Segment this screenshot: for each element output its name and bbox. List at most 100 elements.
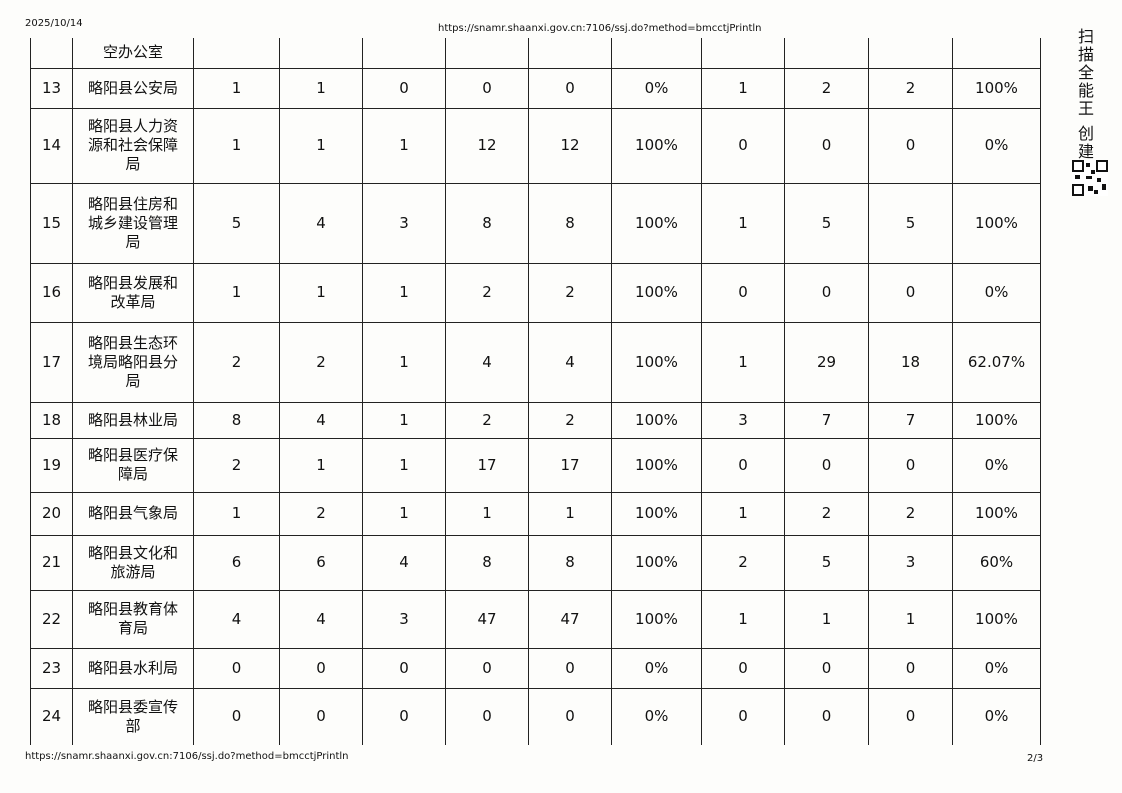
table-row: 19 略阳县医疗保障局 2 1 1 17 17 100% 0 0 0 0% (30, 437, 1041, 493)
table-cell: 0 (701, 687, 785, 745)
footer-url: https://snamr.shaanxi.gov.cn:7106/ssj.do… (25, 751, 349, 762)
table-cell (445, 38, 529, 69)
table-cell: 4 (445, 321, 529, 403)
table-cell: 0 (701, 647, 785, 689)
table-cell: 18 (868, 321, 953, 403)
table-cell: 13 (30, 67, 73, 109)
table-row: 18 略阳县林业局 8 4 1 2 2 100% 3 7 7 100% (30, 401, 1041, 439)
table-cell: 8 (445, 534, 529, 591)
table-cell (868, 38, 953, 69)
table-cell: 100% (611, 262, 702, 323)
table-row: 15 略阳县住房和城乡建设管理局 5 4 3 8 8 100% 1 5 5 100% (30, 182, 1041, 264)
table-cell: 100% (952, 182, 1041, 264)
table-row: 空办公室 (30, 38, 1041, 69)
table-cell: 0 (362, 647, 446, 689)
unit-name: 略阳县医疗保障局 (72, 437, 194, 493)
table-cell: 100% (952, 401, 1041, 439)
table-cell: 0% (611, 687, 702, 745)
unit-name: 略阳县生态环境局略阳县分局 (72, 321, 194, 403)
table-cell: 19 (30, 437, 73, 493)
table-cell: 0 (868, 107, 953, 184)
table-cell: 8 (445, 182, 529, 264)
table-cell: 0% (952, 687, 1041, 745)
table-cell: 1 (279, 67, 363, 109)
table-cell: 2 (279, 321, 363, 403)
table-cell: 0% (952, 437, 1041, 493)
table-cell: 0 (445, 647, 529, 689)
unit-name: 略阳县委宣传部 (72, 687, 194, 745)
table-cell (701, 38, 785, 69)
table-cell: 15 (30, 182, 73, 264)
table-cell: 1 (362, 262, 446, 323)
table-cell: 0 (528, 687, 612, 745)
table-cell: 8 (528, 182, 612, 264)
table-cell: 0 (279, 647, 363, 689)
qr-code (1072, 160, 1108, 196)
table-cell: 6 (279, 534, 363, 591)
table-cell: 3 (868, 534, 953, 591)
table-cell: 17 (528, 437, 612, 493)
table-row: 22 略阳县教育体育局 4 4 3 47 47 100% 1 1 1 100% (30, 589, 1041, 649)
table-cell: 8 (528, 534, 612, 591)
table-cell: 100% (952, 491, 1041, 536)
table-cell: 2 (868, 67, 953, 109)
unit-name: 略阳县教育体育局 (72, 589, 194, 649)
unit-name: 略阳县公安局 (72, 67, 194, 109)
table-cell (528, 38, 612, 69)
unit-name: 略阳县水利局 (72, 647, 194, 689)
table-cell: 2 (445, 262, 529, 323)
table-cell: 0 (868, 647, 953, 689)
table-cell: 0 (868, 437, 953, 493)
table-cell: 1 (784, 589, 869, 649)
table-cell: 1 (193, 107, 280, 184)
table-cell: 100% (611, 491, 702, 536)
table-cell: 100% (952, 589, 1041, 649)
table-cell: 62.07% (952, 321, 1041, 403)
table-cell: 1 (279, 107, 363, 184)
table-cell: 1 (868, 589, 953, 649)
table-cell: 1 (279, 437, 363, 493)
table-cell: 2 (784, 491, 869, 536)
table-cell: 29 (784, 321, 869, 403)
table-cell: 0 (193, 647, 280, 689)
table-cell (611, 38, 702, 69)
table-cell: 4 (279, 182, 363, 264)
table-cell: 0 (784, 647, 869, 689)
table-cell: 20 (30, 491, 73, 536)
table-cell: 100% (611, 534, 702, 591)
table-cell: 14 (30, 107, 73, 184)
table-cell: 1 (362, 437, 446, 493)
table-cell: 2 (868, 491, 953, 536)
table-cell: 0 (701, 262, 785, 323)
table-cell: 12 (528, 107, 612, 184)
table-cell (952, 38, 1041, 69)
table-cell: 0 (701, 107, 785, 184)
table-cell: 4 (279, 401, 363, 439)
table-row: 24 略阳县委宣传部 0 0 0 0 0 0% 0 0 0 0% (30, 687, 1041, 745)
table-cell: 0 (701, 437, 785, 493)
table-cell: 17 (445, 437, 529, 493)
unit-name: 略阳县人力资源和社会保障局 (72, 107, 194, 184)
table-cell: 2 (445, 401, 529, 439)
table-cell: 1 (362, 107, 446, 184)
table-cell: 1 (528, 491, 612, 536)
table-cell: 7 (868, 401, 953, 439)
table-cell: 2 (528, 401, 612, 439)
table-row: 20 略阳县气象局 1 2 1 1 1 100% 1 2 2 100% (30, 491, 1041, 536)
unit-name: 略阳县发展和改革局 (72, 262, 194, 323)
table-row: 16 略阳县发展和改革局 1 1 1 2 2 100% 0 0 0 0% (30, 262, 1041, 323)
table-cell: 8 (193, 401, 280, 439)
table-cell: 0% (952, 107, 1041, 184)
header-url: https://snamr.shaanxi.gov.cn:7106/ssj.do… (438, 23, 762, 34)
table-cell: 0 (279, 687, 363, 745)
table-cell: 7 (784, 401, 869, 439)
table-cell: 1 (279, 262, 363, 323)
table-cell: 3 (362, 589, 446, 649)
table-cell: 100% (611, 589, 702, 649)
table-cell: 100% (611, 401, 702, 439)
table-cell: 1 (445, 491, 529, 536)
page-number: 2/3 (1027, 753, 1044, 764)
table-cell: 1 (701, 67, 785, 109)
table-cell: 2 (279, 491, 363, 536)
